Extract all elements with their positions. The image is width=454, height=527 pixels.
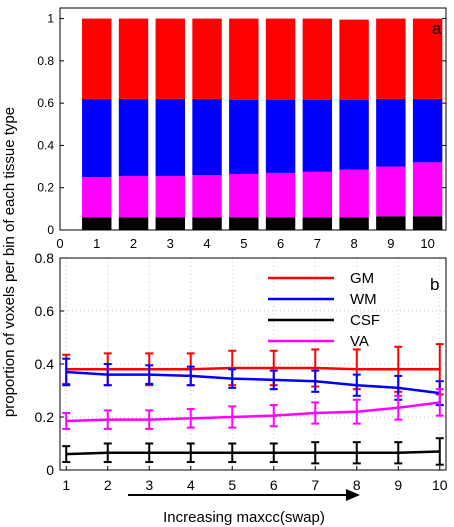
panel-b-x-tick-label: 5: [228, 477, 236, 493]
panel-a-y-tick-label: 0: [47, 223, 54, 237]
panel-b-x-tick-label: 9: [394, 477, 402, 493]
x-axis-caption: Increasing maxcc(swap): [128, 489, 360, 526]
x-axis-arrow-head: [346, 489, 360, 501]
bar-va-1: [82, 177, 112, 218]
legend-label-va: VA: [350, 333, 369, 350]
panel-b-line-chart: 1 2 3 4 5 6 7 8 9 10 0 0.2 0.4 0.6 0.8 b GM WM CSF VA: [35, 250, 448, 493]
legend-label-gm: GM: [350, 270, 374, 287]
bar-wm-5: [229, 99, 259, 174]
panel-a-x-tick-label: 3: [167, 236, 174, 251]
bar-csf-5: [229, 217, 259, 230]
bar-csf-3: [155, 217, 185, 230]
bar-va-3: [155, 176, 185, 218]
panel-b-x-tick-label: 8: [353, 477, 361, 493]
bar-va-8: [339, 169, 369, 218]
legend-label-csf: CSF: [350, 312, 380, 329]
bar-csf-2: [118, 217, 149, 230]
panel-b-y-tick-label: 0.8: [35, 250, 55, 266]
panel-a-bars: [82, 18, 443, 230]
panel-a-x-tick-label: 10: [420, 236, 434, 251]
panel-a-x-tick-label: 4: [203, 236, 210, 251]
y-axis-label: proportion of voxels per bin of each tis…: [1, 107, 18, 417]
panel-a-label: a: [432, 19, 442, 38]
panel-b-x-tick-label: 6: [270, 477, 278, 493]
bar-gm-7: [302, 18, 333, 100]
bar-csf-6: [265, 217, 296, 230]
bar-gm-6: [265, 18, 296, 100]
bar-gm-9: [376, 18, 406, 99]
panel-b-x-tick-label: 4: [187, 477, 195, 493]
panel-b-x-tick-label: 1: [62, 477, 70, 493]
bar-va-6: [265, 172, 296, 218]
panel-a-x-tick-label: 9: [387, 236, 394, 251]
panel-b-y-tick-label: 0.4: [35, 356, 55, 372]
panel-a-x-tick-label: 1: [93, 236, 100, 251]
series-line-wm: [66, 370, 440, 395]
panel-a-x-tick-label: 7: [314, 236, 321, 251]
bar-wm-9: [376, 98, 406, 167]
bar-csf-1: [82, 217, 112, 230]
panel-a-x-tick-label: 2: [130, 236, 137, 251]
bar-va-4: [192, 175, 222, 218]
bar-va-7: [302, 171, 333, 218]
panel-b-label: b: [430, 275, 439, 294]
bar-csf-7: [302, 217, 333, 230]
bar-csf-8: [339, 217, 369, 230]
panel-b-x-tick-label: 2: [104, 477, 112, 493]
bar-gm-1: [82, 18, 112, 99]
panel-b-grid: [60, 257, 446, 471]
panel-a-y-tick-label: 0.6: [37, 96, 54, 110]
bar-wm-6: [265, 99, 296, 173]
bar-gm-4: [192, 18, 222, 99]
panel-a-x-tick-label: 0: [56, 236, 63, 251]
bar-gm-10: [412, 18, 443, 99]
bar-wm-3: [155, 98, 185, 177]
panel-a-x-tick-label: 5: [240, 236, 247, 251]
series-line-csf: [66, 450, 440, 456]
bar-gm-8: [339, 19, 369, 100]
panel-b-x-tick-label: 7: [311, 477, 319, 493]
bar-wm-8: [339, 99, 369, 170]
series-line-va: [66, 401, 440, 423]
bar-gm-3: [155, 18, 185, 99]
panel-b-y-tick-label: 0.6: [35, 303, 55, 319]
bar-va-9: [376, 166, 406, 217]
panel-b-x-tick-label: 3: [145, 477, 153, 493]
x-axis-label: Increasing maxcc(swap): [163, 509, 325, 526]
panel-a-x-tick-label: 6: [277, 236, 284, 251]
panel-b-y-tick-label: 0.2: [35, 409, 55, 425]
panel-b-series: [62, 343, 444, 466]
bar-gm-5: [229, 18, 259, 100]
panel-a-x-tick-label: 8: [350, 236, 357, 251]
panel-b-legend: GM WM CSF VA: [268, 270, 380, 350]
panel-b-ticks: 1 2 3 4 5 6 7 8 9 10 0 0.2 0.4 0.6 0.8: [35, 250, 448, 493]
panel-a-ticks: 0 1 2 3 4 5 6 7 8 9 10 0 0.2 0.4 0.6 0.8 1: [37, 12, 446, 251]
panel-a-y-tick-label: 0.8: [37, 54, 54, 68]
panel-b-y-tick-label: 0: [46, 462, 54, 478]
panel-a-y-tick-label: 0.4: [37, 138, 54, 152]
bar-wm-4: [192, 98, 222, 176]
panel-a-frame: [59, 7, 447, 231]
bar-wm-10: [412, 98, 443, 163]
bar-csf-9: [376, 216, 406, 230]
panel-a-bar-chart: 0 1 2 3 4 5 6 7 8 9 10 0 0.2 0.4 0.6 0.8 1 a: [37, 7, 447, 251]
bar-va-5: [229, 173, 259, 218]
legend-label-wm: WM: [350, 291, 377, 308]
panel-a-y-tick-label: 0.2: [37, 181, 54, 195]
bar-wm-1: [82, 98, 112, 178]
bar-va-2: [118, 176, 149, 218]
bar-csf-10: [412, 216, 443, 230]
bar-csf-4: [192, 217, 222, 230]
series-line-gm: [66, 366, 440, 371]
bar-va-10: [412, 162, 443, 217]
bar-gm-2: [118, 18, 149, 99]
panel-a-y-tick-label: 1: [47, 12, 54, 26]
bar-wm-2: [118, 98, 149, 177]
bar-wm-7: [302, 99, 333, 172]
panel-b-x-tick-label: 10: [432, 477, 448, 493]
